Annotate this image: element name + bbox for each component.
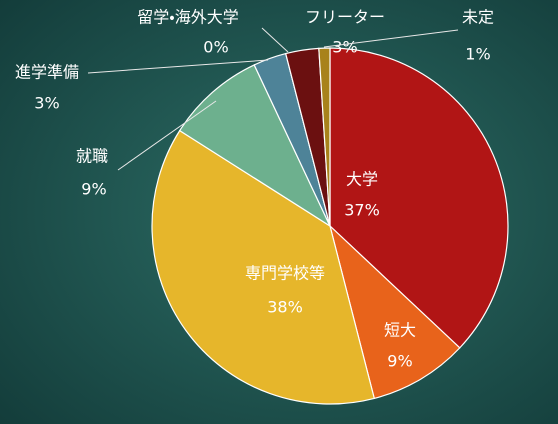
slice-label: 留学・海外大学 bbox=[137, 8, 238, 27]
value-label: 1% bbox=[465, 45, 490, 64]
pie-slice bbox=[151, 129, 375, 405]
value-label: 0% bbox=[203, 38, 228, 57]
slice-label: 未定 bbox=[462, 8, 494, 27]
value-label: 38% bbox=[267, 298, 303, 317]
leader-line bbox=[87, 59, 269, 74]
value-label: 9% bbox=[81, 180, 106, 199]
slice-label: 専門学校等 bbox=[245, 264, 325, 283]
slice-label: 進学準備 bbox=[15, 63, 79, 82]
slice-label: 大学 bbox=[346, 170, 378, 189]
value-label: 37% bbox=[344, 201, 380, 220]
leader-line bbox=[117, 100, 217, 171]
pie-slice bbox=[329, 47, 509, 349]
value-label: 3% bbox=[34, 94, 59, 113]
pie-slice bbox=[318, 47, 331, 227]
slice-label: 短大 bbox=[384, 321, 416, 340]
leader-line bbox=[261, 27, 289, 53]
pie-slice bbox=[178, 64, 332, 228]
slice-label: 就職 bbox=[76, 147, 108, 166]
pie-slice bbox=[328, 224, 461, 400]
value-label: 3% bbox=[332, 38, 357, 57]
leader-line bbox=[323, 29, 459, 48]
value-label: 9% bbox=[387, 352, 412, 371]
slice-label: フリーター bbox=[305, 8, 385, 27]
